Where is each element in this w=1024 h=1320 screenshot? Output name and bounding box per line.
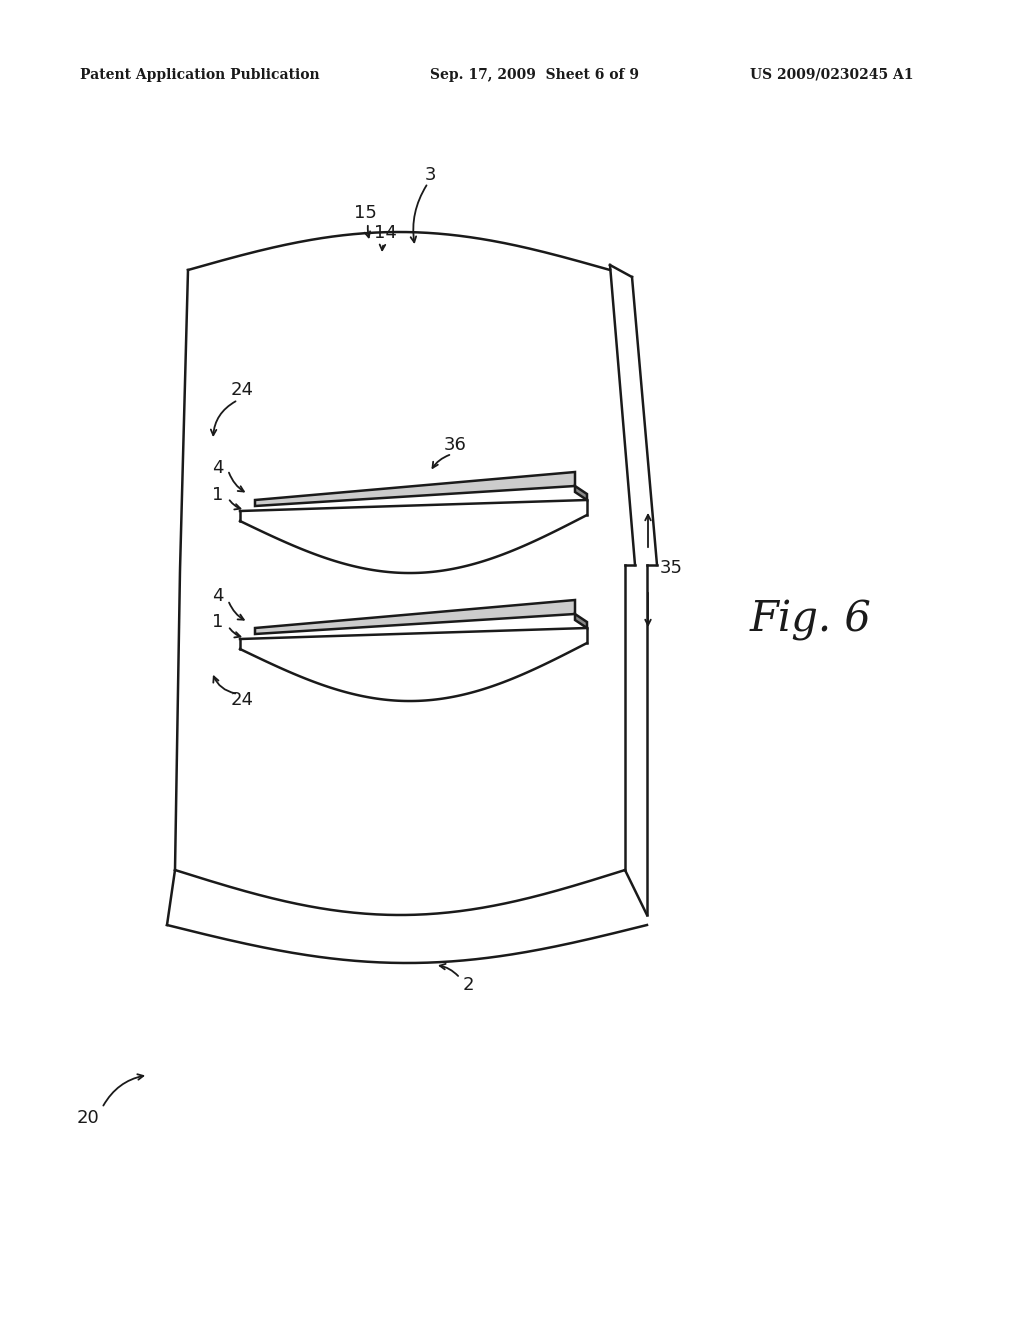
Text: 2: 2	[462, 975, 474, 994]
Text: 3: 3	[424, 166, 436, 183]
Text: 1: 1	[212, 486, 223, 504]
Text: 24: 24	[230, 381, 254, 399]
Polygon shape	[575, 614, 587, 628]
Text: 1: 1	[212, 612, 223, 631]
Text: 35: 35	[660, 558, 683, 577]
Text: US 2009/0230245 A1: US 2009/0230245 A1	[750, 69, 913, 82]
Polygon shape	[575, 486, 587, 500]
Polygon shape	[255, 601, 575, 634]
Polygon shape	[255, 473, 575, 506]
Text: 20: 20	[77, 1109, 99, 1127]
Text: 36: 36	[443, 436, 467, 454]
Text: 24: 24	[230, 690, 254, 709]
Text: Sep. 17, 2009  Sheet 6 of 9: Sep. 17, 2009 Sheet 6 of 9	[430, 69, 639, 82]
Text: 14: 14	[374, 224, 396, 242]
Text: Fig. 6: Fig. 6	[750, 599, 871, 642]
Text: Patent Application Publication: Patent Application Publication	[80, 69, 319, 82]
Text: 4: 4	[212, 459, 224, 477]
Text: 4: 4	[212, 587, 224, 605]
Text: 15: 15	[353, 205, 377, 222]
